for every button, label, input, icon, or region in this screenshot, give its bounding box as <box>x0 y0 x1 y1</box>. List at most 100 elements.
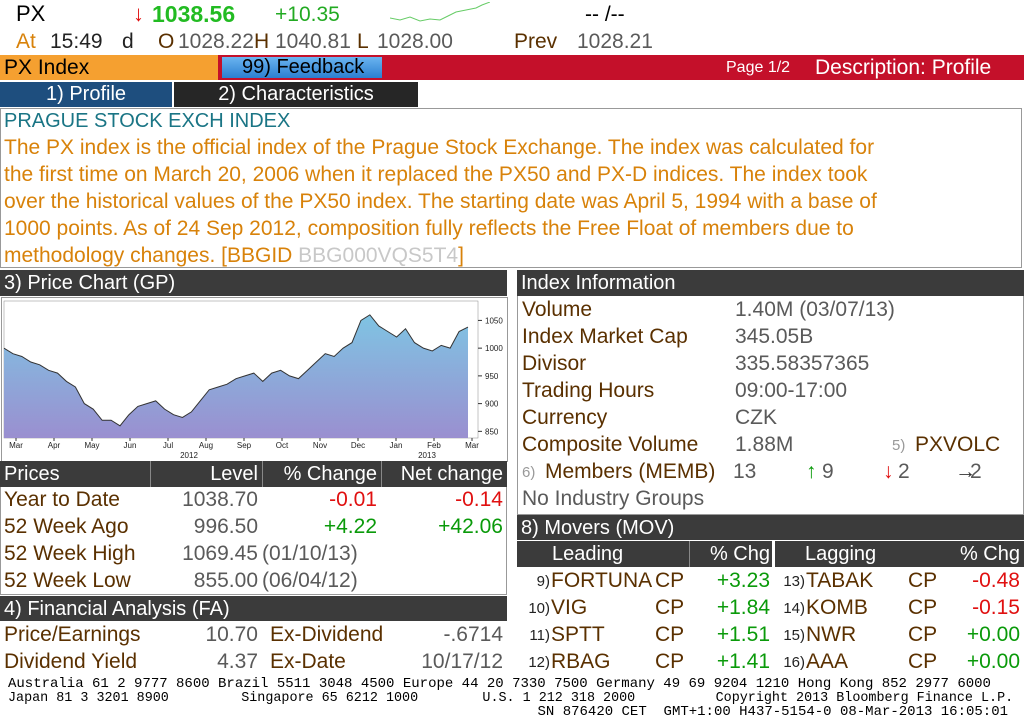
mover-pct-change: +1.84 <box>716 596 770 619</box>
mover-number[interactable]: 12) <box>528 654 550 671</box>
mover-number[interactable]: 16) <box>783 654 805 671</box>
description-line: The PX index is the official index of th… <box>4 136 875 159</box>
pxvolc-number: 5) <box>892 437 906 454</box>
column-header: Leading <box>552 543 624 565</box>
column-separator <box>689 541 690 567</box>
info-value: 335.58357365 <box>735 352 870 375</box>
price-level: 855.00 <box>193 569 258 592</box>
column-header: Lagging <box>805 543 877 565</box>
no-industry-groups: No Industry Groups <box>522 487 705 510</box>
movers-columns: Leading % Chg Lagging % Chg <box>517 541 1024 567</box>
quote-time: 15:49 <box>50 30 103 53</box>
financial-value: 4.37 <box>217 650 258 673</box>
info-label: Divisor <box>522 352 587 375</box>
mover-number[interactable]: 14) <box>783 600 805 617</box>
column-header: % Chg <box>959 543 1020 565</box>
column-header: % Chg <box>709 543 770 565</box>
price-pct-change: +4.22 <box>323 515 377 538</box>
mover-exchange: CP <box>655 596 685 619</box>
price-label: Year to Date <box>4 488 120 511</box>
x-tick-label: Nov <box>313 441 327 450</box>
column-header: Net change <box>400 463 503 485</box>
mover-number[interactable]: 13) <box>783 573 805 590</box>
description-line: methodology changes. [BBGID BBG000VQS5T4… <box>4 245 464 266</box>
index-info-header: Index Information <box>517 270 1024 296</box>
price-level: 996.50 <box>193 515 258 538</box>
quote-open: 1028.22 <box>178 30 254 53</box>
mover-exchange: CP <box>908 650 938 673</box>
members-up: 9 <box>822 460 834 483</box>
quote-prev-label: Prev <box>514 30 558 53</box>
price-date: (01/10/13) <box>262 542 358 565</box>
price-net-change: -0.14 <box>455 488 503 511</box>
mover-exchange: CP <box>908 596 938 619</box>
mover-name: VIG <box>551 596 588 619</box>
price-change: +10.35 <box>275 3 340 26</box>
x-tick-label: Jul <box>163 441 173 450</box>
description-bbgid: BBG000VQS5T4 <box>298 244 459 267</box>
info-value: 345.05B <box>735 325 814 348</box>
x-tick-label: Jan <box>390 441 403 450</box>
description-last-line: methodology changes. [BBGID <box>4 244 299 267</box>
column-header: Prices <box>4 463 60 485</box>
info-value: 1.40M (03/07/13) <box>735 298 895 321</box>
price-level: 1038.70 <box>182 488 258 511</box>
year-label: 2012 <box>180 451 198 460</box>
price-chart: 850 900 950 1000 1050 Mar Apr May Jun Jul Aug Sep Oc… <box>1 297 508 462</box>
column-separator <box>381 461 382 487</box>
financial-value: 10.70 <box>205 623 258 646</box>
quote-open-label: O <box>158 30 175 53</box>
column-separator <box>262 461 263 487</box>
financial-label: Price/Earnings <box>4 623 141 646</box>
mover-name: TABAK <box>806 569 874 592</box>
mover-number[interactable]: 15) <box>783 627 805 644</box>
y-tick-label: 850 <box>485 427 499 436</box>
price-date: (06/04/12) <box>262 569 358 592</box>
x-tick-label: Sep <box>237 441 252 450</box>
mover-number[interactable]: 9) <box>536 573 550 590</box>
mover-exchange: CP <box>655 650 685 673</box>
direction-arrow: ↓ <box>133 1 144 26</box>
x-tick-label: May <box>84 441 99 450</box>
movers-header: 8) Movers (MOV) <box>517 515 1024 540</box>
sparkline-path <box>390 2 490 22</box>
info-value: 1.88M <box>735 433 794 456</box>
members-number: 6) <box>522 464 536 481</box>
price-net-change: +42.06 <box>438 515 503 538</box>
feedback-button[interactable]: 99) Feedback <box>222 57 382 78</box>
members-label[interactable]: Members (MEMB) <box>545 460 716 483</box>
mover-pct-change: +0.00 <box>966 623 1020 646</box>
column-separator <box>150 461 151 487</box>
tab[interactable]: 1) Profile <box>0 82 172 107</box>
pxvolc-link[interactable]: PXVOLC <box>915 433 1001 456</box>
mover-number[interactable]: 10) <box>528 600 550 617</box>
x-tick-label: Apr <box>48 441 61 450</box>
quote-high: 1040.81 <box>275 30 351 53</box>
last-price: 1038.56 <box>152 1 236 27</box>
financial-value: -.6714 <box>443 623 503 646</box>
description-close: ] <box>458 244 464 267</box>
mover-name: SPTT <box>551 623 605 646</box>
quote-d: d <box>122 30 134 53</box>
price-label: 52 Week Ago <box>4 515 129 538</box>
mover-pct-change: -0.15 <box>972 596 1020 619</box>
info-label: Currency <box>522 406 608 429</box>
x-tick-label: Dec <box>351 441 365 450</box>
tab-label: 2) Characteristics <box>218 83 374 105</box>
bid-ask: -- /-- <box>585 3 625 26</box>
members-down: 2 <box>898 460 910 483</box>
x-tick-label: Oct <box>276 441 289 450</box>
members-flat-arrow: → <box>955 460 976 483</box>
column-separator <box>772 541 775 567</box>
prices-header: Prices Level % Change Net change <box>0 461 507 487</box>
financial-header: 4) Financial Analysis (FA) <box>0 596 507 621</box>
tab[interactable]: 2) Characteristics <box>174 82 418 107</box>
info-value: CZK <box>735 406 777 429</box>
price-pct-change: -0.01 <box>329 488 377 511</box>
mover-number[interactable]: 11) <box>529 627 550 644</box>
quote-at-label: At <box>16 30 36 53</box>
price-label: 52 Week Low <box>4 569 131 592</box>
members-down-arrow: ↓ <box>883 460 894 483</box>
price-line <box>3 314 469 427</box>
financial-header-title: 4) Financial Analysis (FA) <box>4 598 230 620</box>
